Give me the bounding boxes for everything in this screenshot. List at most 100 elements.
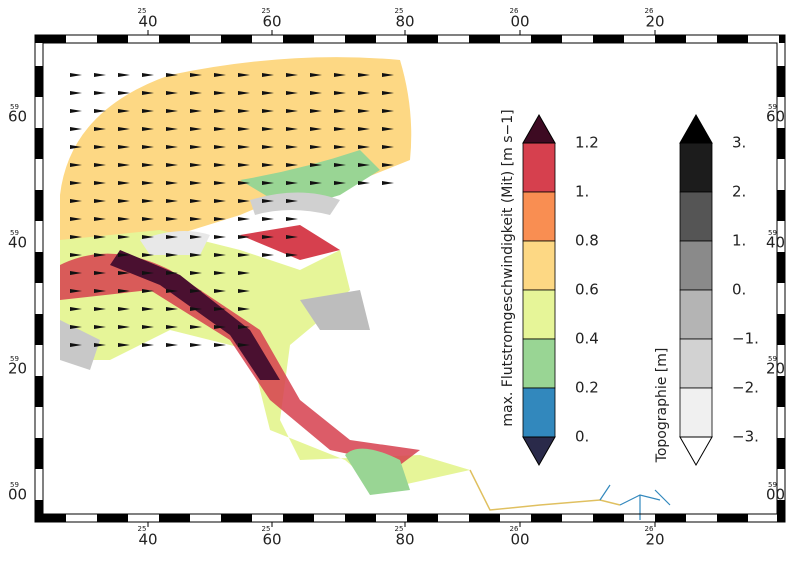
flow-arrow: [334, 73, 346, 77]
frame-check: [717, 35, 748, 43]
flow-arrow: [238, 235, 250, 239]
flow-arrow: [166, 163, 178, 167]
channel: [60, 253, 420, 465]
flow-arrow: [166, 307, 178, 311]
flow-arrow: [214, 271, 226, 275]
flow-arrow: [286, 145, 298, 149]
x-label: 80: [395, 13, 414, 31]
flow-arrow: [382, 109, 394, 113]
flow-arrow: [238, 307, 250, 311]
flow-arrow: [286, 217, 298, 221]
y-label: 00: [8, 486, 27, 504]
flow-arrow: [94, 73, 106, 77]
frame-check: [777, 128, 785, 159]
flow-arrow: [142, 163, 154, 167]
flow-arrow: [142, 217, 154, 221]
flow-arrow: [334, 127, 346, 131]
flow-arrow: [94, 181, 106, 185]
y-label: 00: [766, 486, 785, 504]
flow-arrow: [142, 199, 154, 203]
flow-arrow: [262, 91, 274, 95]
flow-arrow: [262, 127, 274, 131]
flow-arrow: [118, 199, 130, 203]
frame-check: [221, 35, 252, 43]
y-label: 60: [8, 108, 27, 126]
flow-arrow: [70, 253, 82, 257]
flow-arrow: [358, 163, 370, 167]
flow-arrow: [118, 127, 130, 131]
x-label-prefix: 25: [262, 525, 271, 533]
flow-arrow: [310, 181, 322, 185]
flow-arrow: [94, 289, 106, 293]
colorbar-label: 0.: [732, 281, 746, 299]
x-label: 00: [510, 531, 529, 549]
deep-channel: [110, 250, 280, 380]
flow-arrow: [334, 109, 346, 113]
x-label: 40: [138, 531, 157, 549]
colorbar-label: −3.: [732, 428, 759, 446]
flow-arrow: [238, 109, 250, 113]
flow-arrow: [142, 343, 154, 347]
flow-arrow: [94, 307, 106, 311]
flow-arrow: [118, 253, 130, 257]
frame-check: [35, 252, 43, 283]
flow-arrow: [214, 343, 226, 347]
flow-arrow: [214, 235, 226, 239]
frame-check: [35, 66, 43, 97]
flow-arrow: [214, 127, 226, 131]
flow-arrow: [382, 73, 394, 77]
colorbar-label: 0.: [575, 428, 589, 446]
flow-arrow: [262, 217, 274, 221]
flow-arrow: [70, 73, 82, 77]
y-label: 20: [8, 360, 27, 378]
colorbar-segment: [522, 191, 556, 242]
frame-check: [469, 35, 500, 43]
flow-arrow: [142, 235, 154, 239]
flow-arrow: [238, 91, 250, 95]
frame-check: [159, 514, 190, 522]
flow-arrow: [286, 181, 298, 185]
flow-arrow: [286, 73, 298, 77]
flow-arrow: [142, 271, 154, 275]
frame-check: [35, 438, 43, 469]
flow-arrow: [238, 199, 250, 203]
flow-arrow: [310, 145, 322, 149]
flow-arrow: [70, 343, 82, 347]
flow-arrow: [238, 127, 250, 131]
colorbar-bottom: [679, 436, 713, 467]
flow-arrows: [70, 73, 394, 347]
x-label: 40: [138, 13, 157, 31]
flow-arrow: [214, 307, 226, 311]
flow-arrow: [190, 289, 202, 293]
y-label: 40: [766, 234, 785, 252]
flow-arrow: [238, 325, 250, 329]
flow-arrow: [214, 73, 226, 77]
flow-arrow: [214, 217, 226, 221]
flow-arrow: [190, 109, 202, 113]
colorbar-segment: [522, 338, 556, 389]
colorbar-top: [522, 113, 556, 144]
y-label-prefix: 59: [10, 355, 19, 363]
flow-arrow: [286, 253, 298, 257]
flow-arrow: [238, 163, 250, 167]
flow-arrow: [358, 127, 370, 131]
flow-arrow: [262, 235, 274, 239]
flow-arrow: [166, 289, 178, 293]
colorbar-segment: [679, 289, 713, 340]
flow-arrow: [190, 271, 202, 275]
flow-arrow: [166, 271, 178, 275]
map-area: [60, 57, 671, 520]
flow-arrow: [238, 73, 250, 77]
mudflat: [300, 290, 370, 330]
flow-arrow: [214, 181, 226, 185]
frame-check: [345, 35, 376, 43]
flow-arrow: [262, 163, 274, 167]
bay: [345, 448, 410, 495]
flow-arrow: [166, 217, 178, 221]
sandbank: [250, 192, 340, 215]
flow-arrow: [214, 91, 226, 95]
x-label: 00: [510, 13, 529, 31]
flow-arrow: [358, 73, 370, 77]
y-label-prefix: 59: [768, 229, 777, 237]
tributaries: [599, 484, 671, 520]
